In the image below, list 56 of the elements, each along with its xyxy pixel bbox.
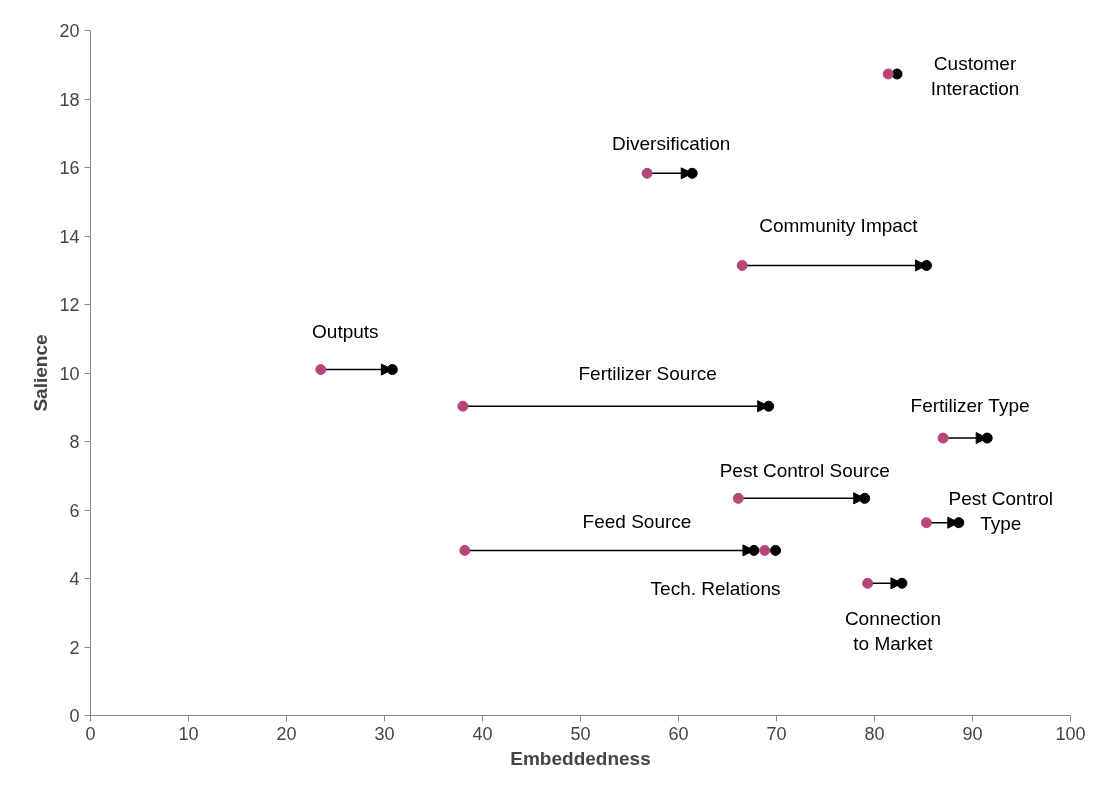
x-axis-title: Embeddedness — [510, 747, 651, 769]
x-tick-label: 0 — [85, 723, 96, 744]
y-tick-label: 16 — [59, 158, 80, 178]
x-tick-label: 30 — [374, 723, 395, 744]
x-tick-label: 70 — [766, 723, 787, 744]
x-tick-label: 20 — [276, 723, 297, 744]
annotation: Fertilizer Type — [910, 394, 1030, 416]
point — [732, 492, 744, 504]
point — [641, 167, 653, 179]
point — [386, 364, 398, 376]
y-tick-label: 12 — [59, 295, 80, 315]
annotation: Pest Control Type — [948, 487, 1054, 534]
annotation: Outputs — [312, 321, 379, 343]
y-tick-label: 20 — [59, 21, 80, 41]
y-tick-label: 0 — [69, 706, 80, 726]
x-tick-label: 100 — [1055, 723, 1086, 744]
y-tick-label: 18 — [59, 89, 80, 110]
annotation: Pest Control Source — [719, 459, 890, 481]
point — [937, 432, 949, 444]
x-tick-label: 90 — [962, 723, 983, 744]
annotation: Tech. Relations — [650, 577, 781, 599]
point — [981, 432, 993, 444]
point — [736, 259, 748, 271]
y-tick-label: 2 — [69, 637, 80, 658]
annotation: Fertilizer Source — [578, 362, 717, 384]
annotation: Customer Interaction — [930, 52, 1020, 100]
point — [315, 364, 327, 376]
point — [862, 577, 874, 589]
y-tick-label: 8 — [69, 432, 80, 452]
y-axis-title: Salience — [30, 334, 52, 412]
y-tick-label: 6 — [69, 500, 80, 521]
x-tick-label: 10 — [178, 723, 199, 744]
x-tick-label: 40 — [472, 723, 493, 744]
point — [686, 167, 698, 179]
point — [920, 259, 932, 271]
y-tick-label: 4 — [69, 569, 80, 589]
x-tick-label: 80 — [864, 723, 885, 744]
y-tick-label: 14 — [59, 226, 80, 247]
y-tick-label: 10 — [59, 363, 80, 384]
x-tick-label: 50 — [570, 723, 591, 744]
point — [759, 544, 771, 556]
point — [953, 517, 965, 529]
point — [882, 68, 894, 80]
x-tick-label: 60 — [668, 723, 689, 744]
point — [859, 492, 871, 504]
annotation: Diversification — [612, 132, 731, 154]
point — [748, 544, 760, 556]
annotation: Feed Source — [582, 510, 692, 532]
point — [457, 400, 469, 412]
annotation: Connection to Market — [844, 608, 941, 655]
annotation: Community Impact — [759, 214, 919, 236]
point — [920, 517, 932, 529]
point — [763, 400, 775, 412]
point — [896, 577, 908, 589]
point — [459, 544, 471, 556]
point — [770, 544, 782, 556]
